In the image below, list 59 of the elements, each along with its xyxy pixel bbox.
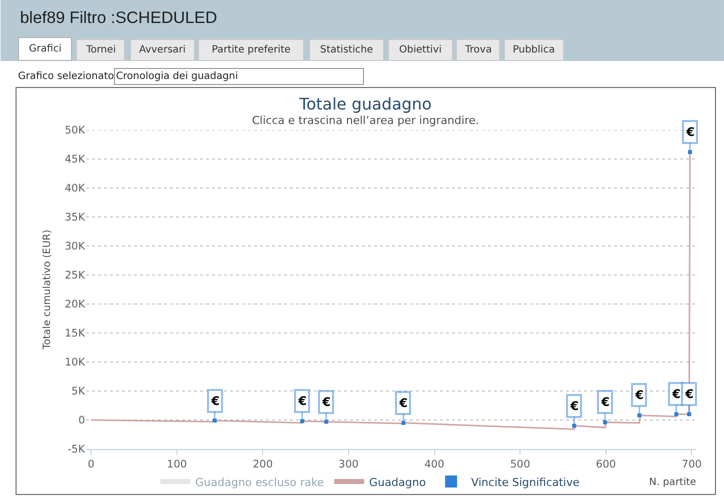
x-tick-label: 0	[88, 458, 94, 471]
text: Partite preferite	[212, 44, 291, 56]
x-tick-label: 100	[166, 458, 187, 471]
text: blef89 Filtro :SCHEDULED	[20, 9, 218, 27]
point	[637, 413, 642, 418]
text: Cronologia dei guadagni	[116, 71, 238, 82]
chart-title: Totale guadagno	[298, 94, 432, 114]
y-axis-title: Totale cumulativo (EUR)	[42, 230, 53, 350]
legend-label: Guadagno escluso rake	[195, 476, 324, 489]
x-tick-label: 700	[682, 458, 702, 471]
data-label: €	[569, 399, 579, 413]
data-label: €	[600, 395, 610, 409]
chart-subtitle: Clicca e trascina nell’area per ingrandire.	[252, 114, 479, 127]
text: Tornei	[85, 44, 116, 56]
data-label: €	[398, 396, 408, 410]
y-tick-label: 25K	[64, 270, 86, 282]
y-tick-label: 15K	[64, 328, 86, 340]
data-label: €	[634, 388, 644, 402]
data-label: €	[685, 125, 695, 139]
data-label: €	[671, 387, 681, 401]
y-tick-label: 5K	[71, 386, 86, 398]
text: Grafico selezionato	[18, 71, 114, 82]
legend-label: Vincite Significative	[471, 476, 580, 489]
y-tick-label: 50K	[64, 124, 86, 137]
y-tick-label: 0	[78, 414, 85, 427]
x-tick-label: 600	[596, 458, 616, 471]
y-tick-label: 45K	[64, 154, 86, 166]
point	[401, 420, 406, 425]
y-tick-label: 20K	[64, 298, 86, 311]
y-tick-label: 40K	[64, 182, 86, 195]
text: Statistiche	[320, 44, 374, 56]
line-series	[90, 151, 691, 430]
text: Obiettivi	[399, 44, 442, 56]
text: Pubblica	[512, 44, 555, 56]
data-label: €	[297, 394, 307, 408]
x-tick-label: 500	[510, 458, 530, 471]
point	[603, 420, 608, 424]
point	[300, 419, 304, 424]
point	[572, 424, 576, 428]
point	[688, 150, 692, 154]
x-tick-label: 200	[252, 458, 273, 471]
y-tick-label: 35K	[64, 212, 86, 224]
text: Grafici	[28, 44, 62, 54]
y-tick-label: 10K	[64, 356, 86, 369]
text: Avversari	[139, 44, 186, 56]
legend-label: Guadagno	[369, 476, 426, 489]
text: Trova	[464, 44, 492, 56]
point	[324, 420, 328, 424]
data-label: €	[210, 394, 220, 408]
data-label: €	[684, 387, 694, 401]
x-axis-title: N. partite	[649, 477, 696, 488]
x-tick-label: 300	[338, 458, 359, 471]
point	[687, 412, 692, 416]
data-label: €	[321, 395, 331, 409]
point	[674, 412, 678, 416]
x-tick-label: 400	[424, 458, 444, 471]
point	[212, 418, 217, 423]
y-tick-label: 30K	[64, 240, 86, 253]
y-tick-label: -5K	[68, 444, 86, 456]
